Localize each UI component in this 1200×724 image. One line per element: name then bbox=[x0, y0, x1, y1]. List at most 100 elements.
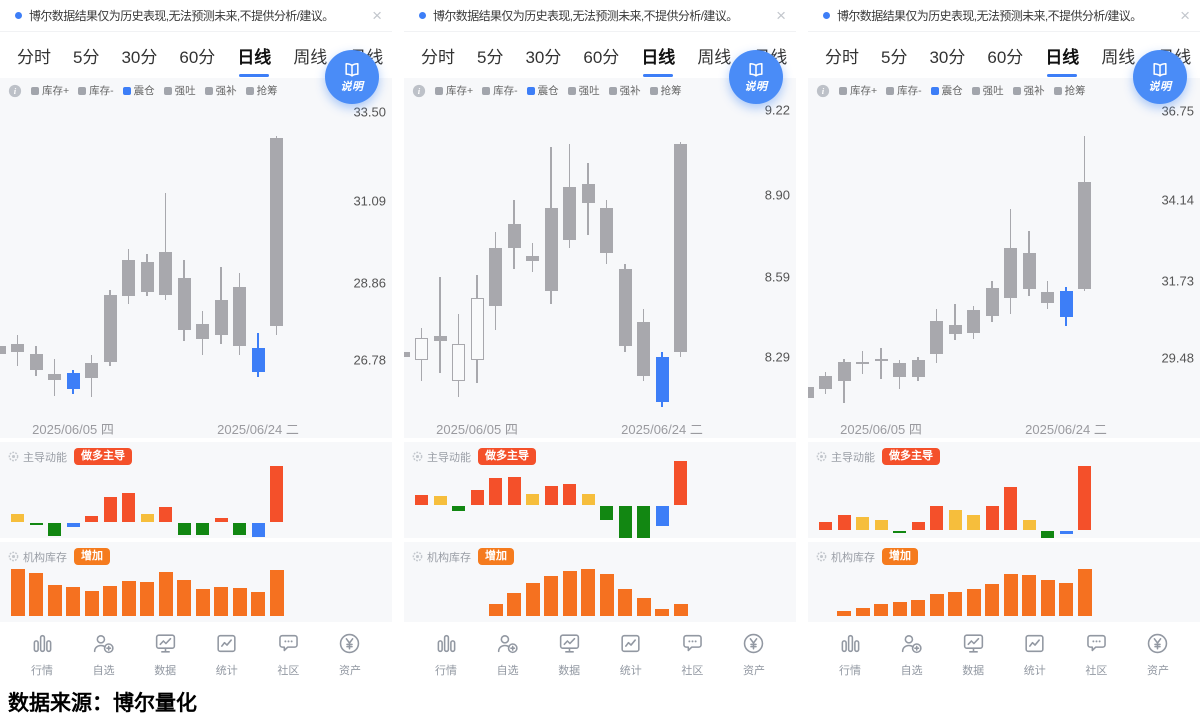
candle bbox=[600, 208, 613, 254]
nav-label: 行情 bbox=[839, 665, 861, 677]
tab-30min[interactable]: 30分 bbox=[525, 47, 562, 67]
bottom-nav: 行情 自选 数据 统计 社区 资产 bbox=[808, 626, 1200, 680]
legend-label: 强补 bbox=[1023, 85, 1045, 97]
info-icon[interactable]: i bbox=[8, 84, 22, 98]
inventory-section: 机构库存 增加 bbox=[0, 542, 392, 622]
close-icon[interactable]: × bbox=[776, 6, 786, 25]
nav-item-自选[interactable]: 自选 bbox=[890, 631, 934, 680]
inventory-bars bbox=[404, 542, 796, 622]
tab-60min[interactable]: 60分 bbox=[583, 47, 620, 67]
inventory-bar bbox=[488, 604, 503, 616]
nav-item-社区[interactable]: 社区 bbox=[670, 631, 714, 680]
tab-weekly[interactable]: 周线 bbox=[293, 47, 328, 67]
tab-60min[interactable]: 60分 bbox=[987, 47, 1024, 67]
y-axis-tick: 26.78 bbox=[353, 352, 386, 368]
nav-item-数据[interactable]: 数据 bbox=[547, 631, 591, 680]
legend-item: 震仓 bbox=[930, 83, 963, 98]
nav-item-行情[interactable]: 行情 bbox=[828, 631, 872, 680]
stats-icon bbox=[618, 631, 643, 661]
tab-fenshi[interactable]: 分时 bbox=[825, 47, 859, 67]
legend-item: 抢筹 bbox=[245, 83, 278, 98]
y-axis-tick: 34.14 bbox=[1161, 192, 1194, 207]
nav-item-数据[interactable]: 数据 bbox=[143, 631, 187, 680]
tab-daily[interactable]: 日线 bbox=[641, 31, 675, 80]
candle bbox=[415, 338, 428, 360]
nav-item-资产[interactable]: 资产 bbox=[732, 631, 776, 680]
legend-item: 强补 bbox=[1012, 83, 1045, 98]
inventory-bar bbox=[1077, 569, 1092, 616]
explain-button[interactable]: 说明 bbox=[325, 50, 379, 104]
tab-daily[interactable]: 日线 bbox=[237, 31, 271, 80]
bottom-nav: 行情 自选 数据 统计 社区 资产 bbox=[0, 626, 392, 680]
legend-swatch bbox=[971, 86, 980, 95]
assets-icon bbox=[1145, 631, 1170, 661]
tab-5min[interactable]: 5分 bbox=[881, 47, 908, 67]
momentum-bar bbox=[11, 514, 24, 522]
info-icon[interactable]: i bbox=[816, 84, 830, 98]
x-axis-date: 2025/06/24 二 bbox=[1025, 422, 1107, 437]
legend-swatch bbox=[608, 86, 617, 95]
active-tab-underline bbox=[1047, 73, 1078, 77]
tab-fenshi[interactable]: 分时 bbox=[421, 47, 455, 67]
legend-item: 库存- bbox=[886, 83, 922, 98]
momentum-bar bbox=[85, 516, 98, 522]
tab-5min[interactable]: 5分 bbox=[73, 47, 100, 67]
tab-5min[interactable]: 5分 bbox=[477, 47, 504, 67]
nav-item-资产[interactable]: 资产 bbox=[328, 631, 372, 680]
nav-item-行情[interactable]: 行情 bbox=[424, 631, 468, 680]
inventory-bar bbox=[47, 585, 62, 616]
nav-label: 社区 bbox=[681, 665, 704, 677]
inventory-bar bbox=[1022, 575, 1036, 616]
tab-weekly[interactable]: 周线 bbox=[697, 47, 732, 67]
nav-item-统计[interactable]: 统计 bbox=[609, 631, 653, 680]
nav-item-社区[interactable]: 社区 bbox=[1074, 631, 1118, 680]
nav-item-统计[interactable]: 统计 bbox=[1013, 631, 1057, 680]
candlestick-plot: 9.22 8.90 8.59 8.29 2025/06/05 四 2025/06/24 二 bbox=[404, 78, 796, 438]
nav-item-社区[interactable]: 社区 bbox=[266, 631, 310, 680]
explain-button[interactable]: 说明 bbox=[1133, 50, 1187, 104]
legend-label: 震仓 bbox=[537, 85, 559, 97]
legend-swatch bbox=[1053, 86, 1062, 95]
tab-weekly[interactable]: 周线 bbox=[1101, 47, 1136, 67]
momentum-bar bbox=[233, 523, 246, 535]
candle bbox=[948, 324, 962, 335]
info-icon[interactable]: i bbox=[412, 84, 426, 98]
nav-label: 数据 bbox=[962, 665, 985, 677]
inventory-bar bbox=[562, 571, 577, 616]
close-icon[interactable]: × bbox=[1180, 6, 1190, 25]
nav-label: 数据 bbox=[558, 665, 581, 677]
legend-label: 抢筹 bbox=[660, 85, 682, 97]
gear-icon bbox=[412, 451, 423, 462]
inventory-bar bbox=[966, 589, 981, 616]
x-axis-date: 2025/06/05 四 bbox=[32, 422, 114, 437]
tab-fenshi[interactable]: 分时 bbox=[17, 47, 51, 67]
tab-daily[interactable]: 日线 bbox=[1045, 31, 1079, 80]
tab-30min[interactable]: 30分 bbox=[929, 47, 966, 67]
inventory-bar bbox=[29, 573, 43, 616]
legend-swatch bbox=[930, 86, 939, 95]
nav-item-行情[interactable]: 行情 bbox=[20, 631, 64, 680]
legend-label: 强吐 bbox=[982, 85, 1004, 97]
close-icon[interactable]: × bbox=[372, 6, 382, 25]
inventory-bars bbox=[808, 542, 1200, 622]
gear-icon bbox=[412, 551, 423, 562]
y-axis-tick: 9.22 bbox=[764, 102, 790, 118]
inventory-bar bbox=[1059, 583, 1073, 616]
book-icon bbox=[345, 62, 359, 77]
nav-item-资产[interactable]: 资产 bbox=[1136, 631, 1180, 680]
watchlist-icon bbox=[899, 631, 924, 661]
nav-item-统计[interactable]: 统计 bbox=[205, 631, 249, 680]
candle bbox=[893, 363, 906, 378]
inventory-bar bbox=[507, 593, 521, 616]
legend-label: 库存+ bbox=[446, 85, 474, 97]
nav-item-自选[interactable]: 自选 bbox=[486, 631, 530, 680]
legend-swatch bbox=[526, 86, 535, 95]
inventory-label: 机构库存 bbox=[831, 551, 875, 564]
legend-item: 震仓 bbox=[526, 83, 559, 98]
tab-30min[interactable]: 30分 bbox=[121, 47, 158, 67]
momentum-bars bbox=[0, 442, 392, 538]
nav-item-数据[interactable]: 数据 bbox=[951, 631, 995, 680]
nav-item-自选[interactable]: 自选 bbox=[82, 631, 126, 680]
explain-button[interactable]: 说明 bbox=[729, 50, 783, 104]
tab-60min[interactable]: 60分 bbox=[179, 47, 216, 67]
